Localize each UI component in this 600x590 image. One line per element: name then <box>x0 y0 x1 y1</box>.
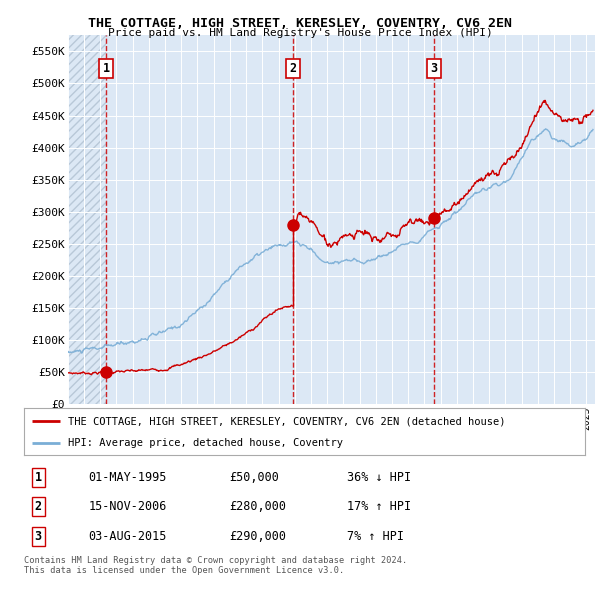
Text: Contains HM Land Registry data © Crown copyright and database right 2024.: Contains HM Land Registry data © Crown c… <box>24 556 407 565</box>
Text: 2: 2 <box>34 500 41 513</box>
Text: 03-AUG-2015: 03-AUG-2015 <box>89 530 167 543</box>
Text: 3: 3 <box>34 530 41 543</box>
Text: 7% ↑ HPI: 7% ↑ HPI <box>347 530 404 543</box>
Bar <box>68 35 106 404</box>
Text: THE COTTAGE, HIGH STREET, KERESLEY, COVENTRY, CV6 2EN (detached house): THE COTTAGE, HIGH STREET, KERESLEY, COVE… <box>68 416 505 426</box>
Text: 15-NOV-2006: 15-NOV-2006 <box>89 500 167 513</box>
Text: 3: 3 <box>430 62 437 75</box>
Text: £280,000: £280,000 <box>229 500 286 513</box>
Text: 17% ↑ HPI: 17% ↑ HPI <box>347 500 410 513</box>
Text: 1: 1 <box>34 471 41 484</box>
Text: 1: 1 <box>103 62 110 75</box>
Text: Price paid vs. HM Land Registry's House Price Index (HPI): Price paid vs. HM Land Registry's House … <box>107 28 493 38</box>
Text: £50,000: £50,000 <box>229 471 278 484</box>
Text: £290,000: £290,000 <box>229 530 286 543</box>
Text: THE COTTAGE, HIGH STREET, KERESLEY, COVENTRY, CV6 2EN: THE COTTAGE, HIGH STREET, KERESLEY, COVE… <box>88 17 512 30</box>
Text: HPI: Average price, detached house, Coventry: HPI: Average price, detached house, Cove… <box>68 438 343 448</box>
Text: 36% ↓ HPI: 36% ↓ HPI <box>347 471 410 484</box>
Text: 01-MAY-1995: 01-MAY-1995 <box>89 471 167 484</box>
Text: This data is licensed under the Open Government Licence v3.0.: This data is licensed under the Open Gov… <box>24 566 344 575</box>
Text: 2: 2 <box>289 62 296 75</box>
